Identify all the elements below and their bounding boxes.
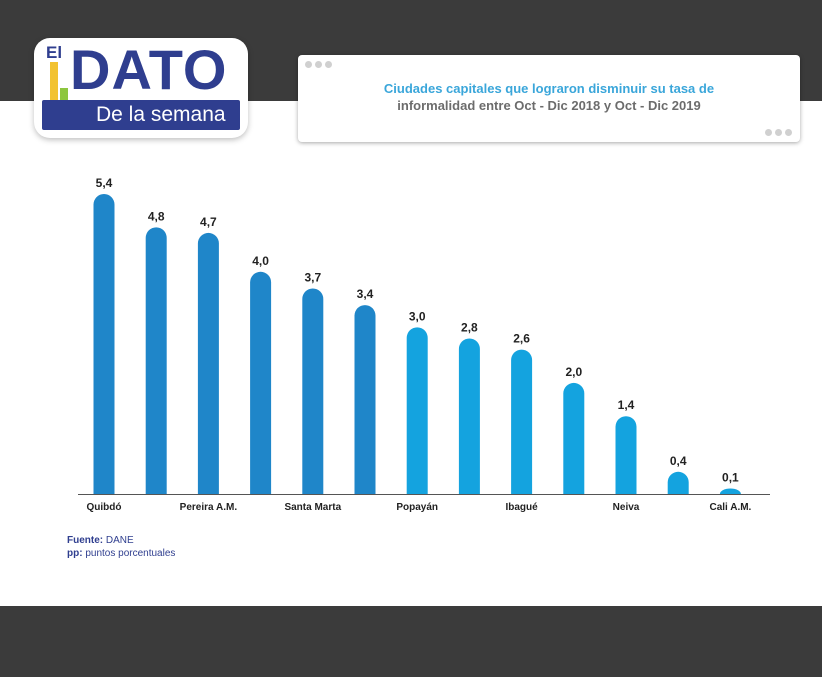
value-label: 0,1 [722,470,739,484]
bar [93,194,115,494]
window-dots-icon [305,61,332,68]
value-label: 5,4 [96,176,113,190]
value-label: 3,4 [357,287,374,301]
category-label: Santa Marta [284,502,341,513]
value-label: 3,0 [409,309,426,323]
value-label: 2,6 [513,332,530,346]
value-label: 1,4 [618,398,635,412]
category-label: Popayán [396,502,438,513]
bar-chart: 5,4 Quibdó 4,8 4,7 Pereira A.M. 4,0 3,7 Santa M… [78,176,770,513]
bar [302,288,324,494]
value-label: 0,4 [670,454,687,468]
bar [511,349,533,494]
value-label: 4,7 [200,215,217,229]
pp-note: pp: puntos porcentuales [67,548,175,559]
title-window [298,55,800,142]
source-label: Fuente: [67,535,104,546]
bar [458,338,480,494]
logo-title: DATO [70,38,228,101]
window-dots-icon [765,129,792,136]
value-label: 2,8 [461,320,478,334]
bar [406,327,428,494]
chart-title-line2: informalidad entre Oct - Dic 2018 y Oct … [397,98,701,113]
bar [667,471,689,494]
bar [563,382,585,494]
bar [145,227,167,494]
logo-subtitle: De la semana [96,103,226,126]
source-value: DANE [105,535,134,546]
bar [197,232,219,494]
logo-prefix: El [46,43,63,62]
chart-title-line1: Ciudades capitales que lograron disminui… [383,81,715,96]
category-label: Pereira A.M. [180,502,238,513]
bar [615,416,637,494]
pp-label: pp: [67,548,83,559]
logo-subtitle-box [42,100,240,130]
footer-band [0,606,822,677]
value-label: 4,8 [148,209,165,223]
source-note: Fuente: DANE [67,535,134,546]
value-label: 2,0 [565,365,582,379]
bar [250,271,272,494]
category-label: Ibagué [505,502,538,513]
bar [719,488,741,494]
category-label: Quibdó [87,502,122,513]
value-label: 3,7 [304,270,321,284]
category-label: Cali A.M. [709,502,751,513]
bar [354,305,376,494]
value-label: 4,0 [252,254,269,268]
category-label: Neiva [613,502,640,513]
pp-value: puntos porcentuales [85,548,176,559]
